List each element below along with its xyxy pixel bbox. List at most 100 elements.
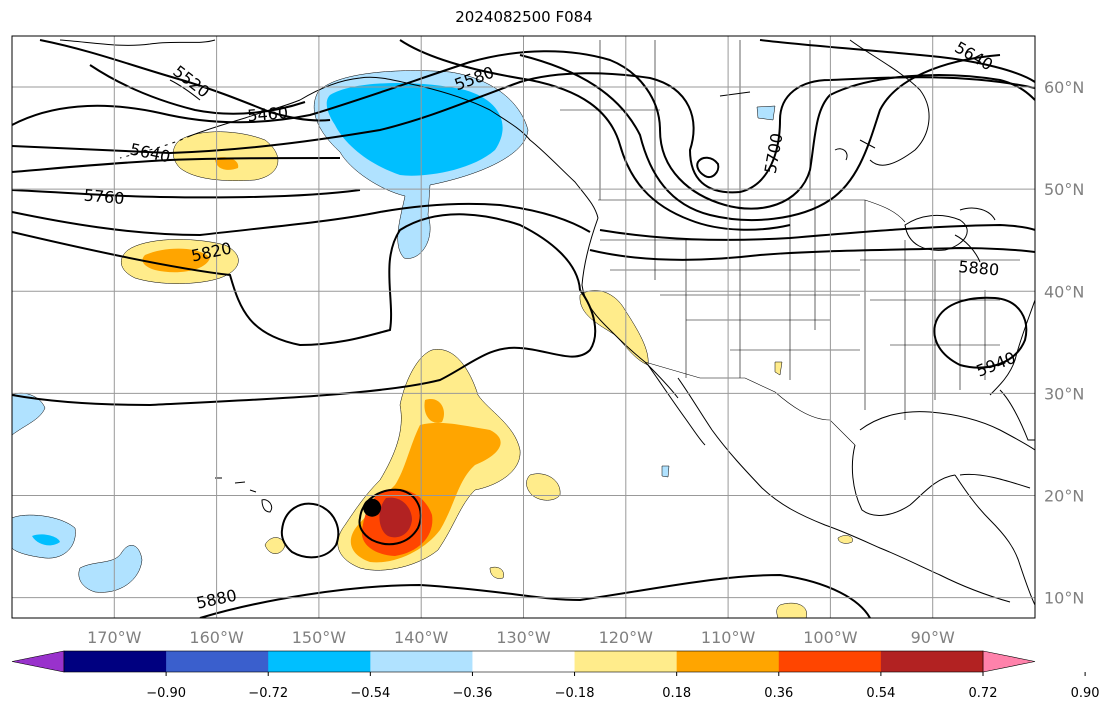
contour-5520 (89, 39, 1035, 231)
arctic-islands (719, 91, 876, 161)
aleutian-islands (119, 135, 191, 159)
lon-tick-label: 90°W (911, 628, 955, 647)
contour-eastern-us (589, 246, 1035, 261)
contour-label-text: 5460 (247, 103, 289, 125)
colorbar-segment (370, 651, 473, 672)
colorbar-tick-label: 0.72 (969, 686, 998, 701)
map-title: 2024082500 F084 (455, 8, 593, 26)
coastlines (59, 39, 1035, 606)
colorbar-extend-min (11, 650, 65, 673)
colorbar-tick-label: −0.18 (555, 686, 595, 701)
coastline-us-west (581, 217, 679, 399)
positive-anomaly-small-3 (264, 537, 286, 554)
longitude-labels: 170°W 160°W 150°W 140°W 130°W 120°W 110°W 100°W… (87, 628, 955, 647)
lat-tick-label: 60°N (1044, 78, 1084, 97)
great-lakes (904, 207, 996, 263)
colorbar-tick-label: 0.54 (866, 686, 895, 701)
negative-anomaly-small (661, 465, 670, 478)
colorbar-segment (880, 651, 984, 672)
positive-anomaly-california (579, 290, 649, 366)
contour-5880-large (12, 213, 597, 407)
negative-anomaly-west-2 (78, 545, 143, 593)
contour-labels: 5520546055805640576058205700564058805940… (83, 38, 1018, 613)
colorbar-extend-max (982, 650, 1036, 673)
contour-label-text: 5760 (83, 186, 125, 208)
lon-tick-label: 140°W (394, 628, 449, 647)
contour-label: 5940 (974, 348, 1019, 381)
positive-anomaly-dark-red (379, 497, 412, 538)
contour-5460 (39, 39, 331, 122)
colorbar-tick-label: −0.36 (453, 686, 493, 701)
coastline-us-east (989, 299, 1035, 396)
latitude-labels: 60°N 50°N 40°N 30°N 20°N 10°N (1044, 78, 1084, 608)
positive-anomaly-orange-small (424, 399, 445, 423)
colorbar-segment (778, 651, 882, 672)
contour-rockies-trough (519, 54, 1001, 221)
contour-label: 5760 (83, 186, 125, 208)
state-borders-horizontal (600, 239, 1020, 351)
colorbar: −0.90 −0.72 −0.54 −0.36 −0.18 0.18 0.36 0.54 0.7… (11, 650, 1100, 701)
contour-5760 (12, 189, 361, 199)
contour-eastern-us-2 (599, 223, 1035, 241)
colorbar-segment (268, 651, 371, 672)
positive-anomaly-east-pacific (526, 473, 561, 501)
lon-tick-label: 120°W (599, 628, 654, 647)
contour-label: 5520 (169, 62, 213, 102)
coastline-baja (647, 364, 713, 446)
hawaii-islands (215, 477, 273, 513)
negative-anomaly-canada (756, 105, 776, 121)
us-canada-border (598, 199, 906, 223)
shaded-fields (12, 70, 853, 618)
coastline-gulf-mexico (851, 411, 1035, 516)
contour-5820 (12, 202, 591, 237)
coastline-mexico (711, 429, 1011, 603)
positive-anomaly-aleutian (173, 131, 279, 181)
negative-anomaly-gulf-alaska-core (326, 83, 503, 176)
contour-label: 5460 (247, 103, 289, 125)
map-frame (11, 35, 1036, 619)
lon-tick-label: 150°W (292, 628, 347, 647)
colorbar-tick-label: 0.90 (1071, 686, 1100, 701)
negative-anomaly-west-1-core (32, 534, 60, 546)
contour-storm-ring (358, 488, 422, 546)
contour-label-text: 5640 (951, 38, 996, 75)
contour-5940 (933, 296, 1028, 369)
lat-tick-label: 50°N (1044, 180, 1084, 199)
colorbar-segment (574, 651, 678, 672)
lon-tick-label: 100°W (803, 628, 858, 647)
us-mexico-border (644, 361, 856, 446)
lon-tick-label: 170°W (87, 628, 142, 647)
coastline-alaska (299, 76, 599, 219)
coastline-hudson-bay (849, 39, 930, 166)
colorbar-tick-label: 0.18 (662, 686, 691, 701)
contour-label-text: 5880 (958, 257, 1000, 279)
graticule (12, 36, 1035, 618)
colorbar-segment (676, 651, 780, 672)
coastline-central-america (954, 474, 1035, 606)
colorbar-segment (64, 651, 167, 672)
colorbar-outline (63, 650, 984, 673)
contour-5700 (12, 157, 341, 173)
lon-tick-label: 160°W (189, 628, 244, 647)
state-borders-vertical (654, 200, 986, 420)
positive-anomaly-small-1 (776, 602, 807, 618)
lat-tick-label: 30°N (1044, 384, 1084, 403)
contour-5880-south (199, 573, 871, 618)
contour-label-text: 5520 (169, 62, 213, 102)
positive-anomaly-small-4 (837, 535, 853, 544)
positive-anomaly-aleutian-orange (215, 157, 239, 170)
contour-label: 5700 (761, 132, 787, 175)
storm-center-marker (363, 498, 382, 517)
lat-tick-label: 20°N (1044, 486, 1084, 505)
contour-low-bc (696, 156, 720, 178)
contour-5640 (12, 72, 1035, 194)
colorbar-tick-label: −0.72 (248, 686, 288, 701)
height-contours (12, 39, 1035, 618)
colorbar-tick-label: 0.36 (764, 686, 793, 701)
contour-label: 5880 (958, 257, 1000, 279)
coastline-western-alaska (59, 39, 216, 101)
canada-province-borders (560, 40, 811, 200)
colorbar-segment (166, 651, 269, 672)
positive-anomaly-small-5 (774, 361, 783, 376)
